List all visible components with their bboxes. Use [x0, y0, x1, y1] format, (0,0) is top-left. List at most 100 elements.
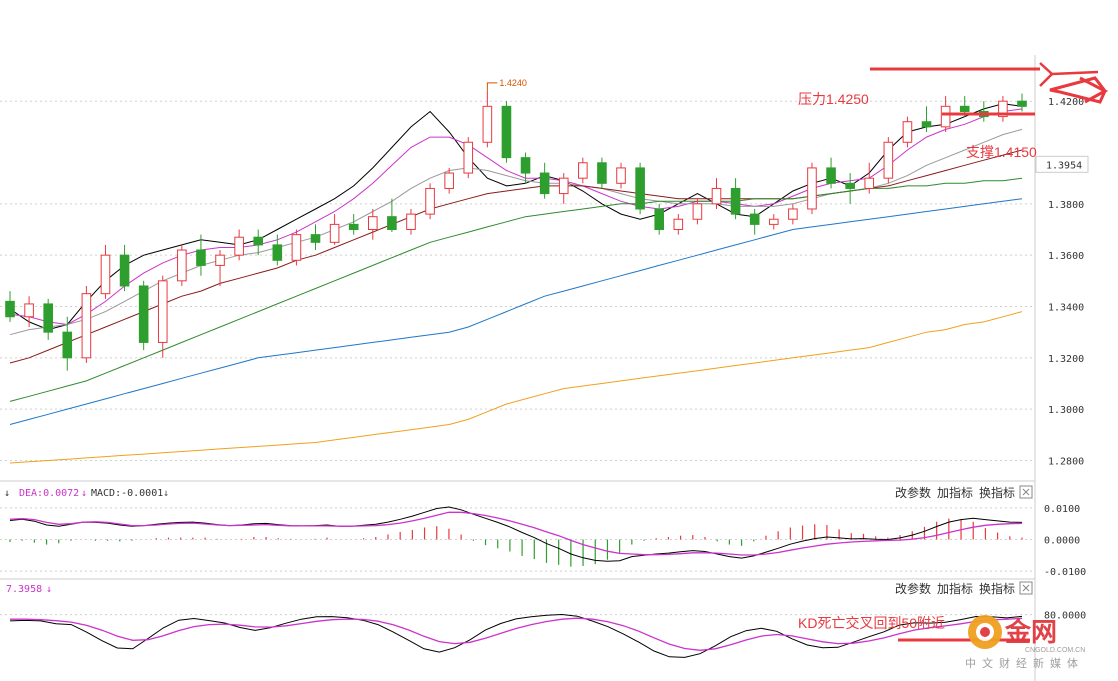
macd-close-icon[interactable] — [1019, 485, 1033, 499]
peak-arrow — [486, 82, 498, 91]
candle-body — [902, 121, 913, 143]
candle-body — [463, 141, 474, 174]
y-tick-label: 1.3800 — [1048, 200, 1084, 211]
macd-dea-line — [9, 511, 1023, 556]
watermark-tagline: 中文财经新媒体 — [965, 656, 1084, 670]
support-annotation: 支撑1.4150 — [942, 112, 1037, 160]
candle-body — [100, 254, 111, 295]
kdj-annotation: KD死亡交叉回到50附近 — [798, 615, 945, 631]
moving-average-lines — [9, 103, 1023, 464]
macd-y-tick-label: -0.0100 — [1044, 567, 1086, 578]
candle-body — [1017, 100, 1027, 107]
candle-body — [291, 234, 302, 261]
moving-average-line — [9, 177, 1023, 402]
current-price-tag: 1.3954 — [1035, 155, 1089, 173]
kdj-header: 7.3958 — [6, 584, 42, 595]
candle-body — [940, 105, 951, 128]
candle-body — [788, 208, 798, 220]
candle-body — [482, 105, 493, 143]
candle-body — [578, 162, 588, 179]
kdj-d-line — [10, 617, 1023, 651]
candle-body — [883, 141, 894, 179]
candle-body — [921, 121, 932, 128]
candle-body — [329, 223, 340, 243]
macd-switch-indicator-button[interactable]: 换指标 — [979, 485, 1015, 500]
candle-body — [215, 254, 225, 266]
y-tick-label: 1.3200 — [1048, 354, 1084, 365]
macd-y-tick-label: 0.0100 — [1044, 504, 1080, 515]
y-tick-label: 1.3000 — [1048, 405, 1084, 416]
peak-price-label: 1.4240 — [499, 78, 527, 88]
candle-body — [959, 105, 970, 112]
candle-body — [387, 216, 397, 231]
peak-marker: 1.4240 — [486, 78, 527, 91]
macd-collapse-arrow-icon[interactable]: ↓ — [4, 488, 10, 499]
macd-y-tick-label: 0.0000 — [1044, 536, 1080, 547]
candle-body — [845, 182, 855, 189]
candle-body — [253, 236, 264, 246]
resistance-arrow-left — [1039, 62, 1099, 87]
moving-average-line — [9, 311, 1023, 464]
resistance-annotation: 压力1.4250 — [798, 62, 1109, 107]
dea-header: DEA:0.0072 — [19, 488, 79, 499]
candle-body — [768, 218, 779, 225]
candle-body — [635, 167, 645, 210]
watermark-domain: CNGOLD.COM.CN — [1025, 647, 1085, 654]
macd-close-x — [1022, 488, 1030, 496]
candle-body — [425, 187, 435, 215]
candle-body — [81, 293, 92, 359]
candle-body — [5, 300, 15, 318]
kdj-add-indicator-button[interactable]: 加指标 — [937, 581, 973, 596]
candle-body — [807, 167, 817, 210]
y-tick-label: 1.2800 — [1048, 456, 1084, 467]
macd-down-arrow-icon: ↓ — [163, 488, 169, 499]
resistance-label: 压力1.4250 — [798, 91, 869, 107]
candle-body — [43, 303, 53, 333]
candle-body — [119, 254, 130, 287]
candlestick-series — [5, 90, 1027, 371]
macd-add-indicator-button[interactable]: 加指标 — [937, 485, 973, 500]
candle-body — [177, 249, 187, 282]
candle-body — [348, 223, 359, 231]
dea-down-arrow-icon: ↓ — [81, 488, 87, 499]
candle-body — [730, 187, 741, 215]
candle-body — [272, 244, 283, 261]
candle-body — [597, 162, 607, 184]
candle-body — [616, 167, 626, 184]
candle-body — [654, 208, 665, 231]
kdj-y-tick-label: 80.0000 — [1044, 611, 1086, 622]
kdj-y-tick-labels: 80.0000 — [1044, 611, 1086, 622]
candle-body — [998, 100, 1008, 118]
candle-body — [138, 285, 149, 343]
kdj-close-icon[interactable] — [1019, 581, 1033, 595]
candle-body — [520, 157, 531, 174]
candle-body — [62, 331, 73, 359]
candle-body — [558, 177, 569, 195]
kdj-edit-params-button[interactable]: 改参数 — [895, 581, 931, 596]
y-tick-label: 1.3400 — [1048, 302, 1084, 313]
kdj-k-line — [9, 613, 1023, 658]
candle-body — [234, 236, 244, 256]
candle-body — [444, 172, 454, 189]
candle-body — [749, 213, 760, 225]
main-y-tick-labels: 1.2800 1.3000 1.3200 1.3400 1.3600 1.3800 1.42… — [1048, 97, 1084, 467]
y-tick-label: 1.4200 — [1048, 97, 1084, 108]
candle-body — [711, 187, 722, 205]
candle-body — [826, 167, 836, 184]
candle-body — [406, 213, 416, 231]
candle-body — [24, 303, 34, 318]
candle-body — [310, 234, 321, 243]
breakout-arrow-icon — [1049, 76, 1109, 104]
macd-y-tick-labels: 0.0100 0.0000 -0.0100 — [1044, 504, 1086, 578]
watermark: 金网 CNGOLD.COM.CN 中文财经新媒体 — [965, 615, 1085, 670]
support-label: 支撑1.4150 — [966, 144, 1037, 160]
current-price-box — [1035, 155, 1089, 173]
macd-header: MACD:-0.0001 — [91, 488, 163, 499]
moving-average-line — [9, 198, 1023, 425]
watermark-logo-core — [980, 627, 990, 637]
macd-edit-params-button[interactable]: 改参数 — [895, 485, 931, 500]
candle-body — [864, 177, 875, 189]
watermark-name: 金网 — [1004, 617, 1057, 647]
kdj-switch-indicator-button[interactable]: 换指标 — [979, 581, 1015, 596]
